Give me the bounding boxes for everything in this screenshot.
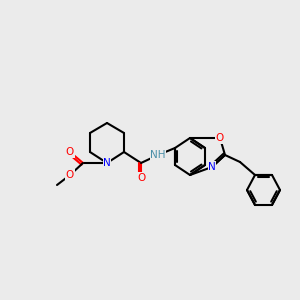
Text: NH: NH (150, 150, 166, 160)
Text: N: N (103, 158, 111, 168)
Text: O: O (66, 170, 74, 180)
Text: O: O (66, 147, 74, 157)
Text: O: O (216, 133, 224, 143)
Text: N: N (208, 162, 216, 172)
Text: O: O (137, 173, 145, 183)
